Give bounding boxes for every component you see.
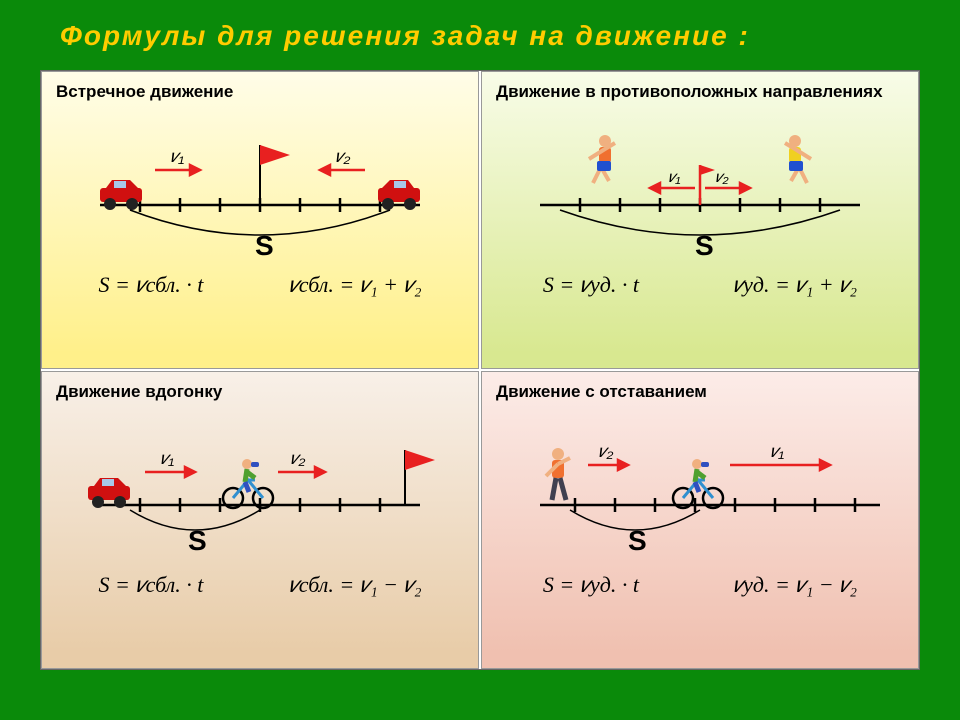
flag-icon xyxy=(700,165,715,205)
flag-icon xyxy=(405,450,435,505)
arrow-v2 xyxy=(320,165,365,175)
cyclist-icon xyxy=(223,459,273,508)
label-v1: 𝑣₁ xyxy=(160,448,174,468)
panel-title: Движение в противоположных направлениях xyxy=(496,82,904,102)
diagram-oncoming: 𝑣₁ 𝑣₂ S xyxy=(56,110,464,260)
formula-2: 𝑣сбл. = 𝑣₁ + 𝑣₂ xyxy=(288,272,421,298)
label-v2: 𝑣₂ xyxy=(598,441,613,461)
label-v2: 𝑣₂ xyxy=(290,448,305,468)
arrow-v1 xyxy=(155,165,200,175)
formula-1: S = 𝑣сбл. · t xyxy=(99,272,204,298)
runner-right-icon xyxy=(785,135,811,183)
label-S: S xyxy=(695,230,714,260)
formula-row: S = 𝑣уд. · t 𝑣уд. = 𝑣₁ + 𝑣₂ xyxy=(496,272,904,298)
formula-row: S = 𝑣сбл. · t 𝑣сбл. = 𝑣₁ − 𝑣₂ xyxy=(56,572,464,598)
page-title: Формулы для решения задач на движение : xyxy=(40,20,920,52)
diagram-lag: 𝑣₂ 𝑣₁ S xyxy=(496,410,904,560)
label-S: S xyxy=(188,525,207,556)
panel-title: Встречное движение xyxy=(56,82,464,102)
car-icon xyxy=(88,478,130,508)
formula-1: S = 𝑣сбл. · t xyxy=(99,572,204,598)
panel-chase: Движение вдогонку xyxy=(41,371,479,669)
formula-2: 𝑣уд. = 𝑣₁ + 𝑣₂ xyxy=(733,272,857,298)
diagram-opposite: 𝑣₁ 𝑣₂ S xyxy=(496,110,904,260)
formula-2: 𝑣уд. = 𝑣₁ − 𝑣₂ xyxy=(733,572,857,598)
formula-row: S = 𝑣сбл. · t 𝑣сбл. = 𝑣₁ + 𝑣₂ xyxy=(56,272,464,298)
formula-row: S = 𝑣уд. · t 𝑣уд. = 𝑣₁ − 𝑣₂ xyxy=(496,572,904,598)
runner-left-icon xyxy=(589,135,615,183)
cyclist-icon xyxy=(673,459,723,508)
label-S: S xyxy=(628,525,647,556)
label-v2: 𝑣₂ xyxy=(335,146,350,166)
label-v1: 𝑣₁ xyxy=(668,169,681,186)
panel-oncoming: Встречное движение xyxy=(41,71,479,369)
panel-title: Движение вдогонку xyxy=(56,382,464,402)
formula-2: 𝑣сбл. = 𝑣₁ − 𝑣₂ xyxy=(288,572,421,598)
flag-icon xyxy=(260,145,290,205)
label-v1: 𝑣₁ xyxy=(170,146,184,166)
panel-lag: Движение с отставанием xyxy=(481,371,919,669)
formula-1: S = 𝑣уд. · t xyxy=(543,572,639,598)
formula-1: S = 𝑣уд. · t xyxy=(543,272,639,298)
label-v1: 𝑣₁ xyxy=(770,441,784,461)
walker-icon xyxy=(546,448,570,500)
label-v2: 𝑣₂ xyxy=(715,169,729,186)
panel-opposite: Движение в противоположных направлениях xyxy=(481,71,919,369)
label-S: S xyxy=(255,230,274,260)
diagram-chase: 𝑣₁ 𝑣₂ S xyxy=(56,410,464,560)
panel-title: Движение с отставанием xyxy=(496,382,904,402)
panel-grid: Встречное движение xyxy=(40,70,920,670)
